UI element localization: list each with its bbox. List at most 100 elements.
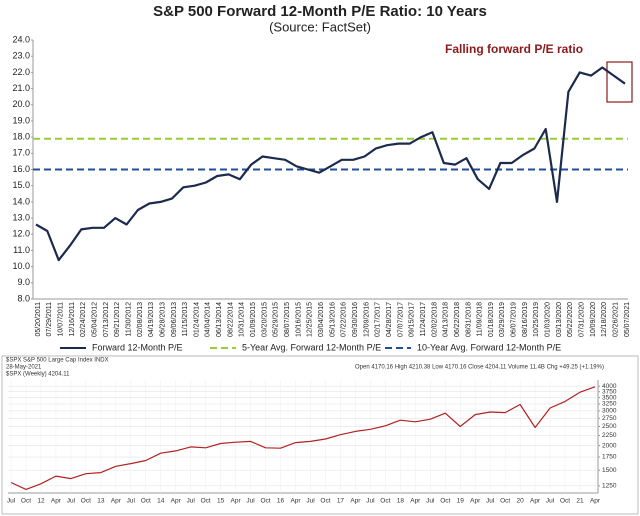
x-tick-label: 01/24/2014 [193,302,200,337]
data-line [10,386,596,490]
x-tick-label: Oct [440,498,450,505]
x-tick-label: Apr [410,498,421,505]
chart-title: S&P 500 Forward 12-Month P/E Ratio: 10 Y… [153,3,487,20]
y-tick-label: 9.0 [17,277,30,287]
x-tick-label: 13 [97,498,105,505]
x-tick-label: Apr [470,498,481,505]
x-tick-label: 05/29/2015 [273,302,280,337]
y-tick-label: 22.0 [12,67,30,77]
x-tick-label: 05/22/2020 [567,302,574,337]
x-tick-label: 10/09/2020 [590,302,597,337]
y-tick-label: 24.0 [12,34,30,44]
x-tick-label: Jul [426,498,435,505]
legend-label: 10-Year Avg. Forward 12-Month P/E [417,342,561,352]
annotation-box [606,61,633,103]
x-tick-label: 08/07/2015 [284,302,291,337]
x-tick-label: 11/15/2013 [182,302,189,337]
stock-series-label: $SPX (Weekly) 4204.11 [6,372,70,378]
x-tick-label: 12/16/2011 [69,302,76,337]
x-tick-label: 02/08/2013 [137,302,144,337]
legend-label: Forward 12-Month P/E [92,342,183,352]
x-tick-label: 14 [157,498,165,505]
x-tick-label: 07/31/2020 [579,302,586,337]
x-tick-label: 05/07/2021 [624,302,631,337]
x-tick-label: Oct [81,498,91,505]
x-tick-label: 06/13/2014 [216,302,223,337]
x-tick-label: 07/07/2017 [397,302,404,337]
x-tick-label: Jul [366,498,375,505]
x-tick-label: 04/19/2013 [148,302,155,337]
x-tick-label: 10/25/2019 [533,302,540,337]
x-tick-label: Jul [546,498,555,505]
x-tick-label: 07/29/2011 [46,302,53,337]
x-tick-label: 10/16/2015 [295,302,302,337]
x-tick-label: 02/02/2018 [431,302,438,337]
y-tick-label: 3500 [602,394,617,401]
y-tick-label: 1250 [602,483,617,490]
y-tick-label: 16.0 [12,164,30,174]
stock-date: 28-May-2021 [6,365,42,371]
y-tick-label: 3000 [602,408,617,415]
x-tick-label: Apr [350,498,361,505]
x-tick-label: Jul [486,498,495,505]
x-tick-label: Oct [560,498,570,505]
y-tick-label: 2500 [602,423,617,430]
y-tick-label: 2250 [602,432,617,439]
x-tick-label: Apr [290,498,301,505]
x-tick-label: 08/16/2019 [522,302,529,337]
x-tick-label: Jul [306,498,315,505]
stock-quote: Open 4170.16 High 4210.38 Low 4170.16 Cl… [355,365,604,371]
x-tick-label: 18 [397,498,405,505]
y-tick-label: 11.0 [13,245,30,255]
y-tick-label: 20.0 [12,99,30,109]
x-tick-label: 07/22/2016 [341,302,348,337]
x-tick-label: Jul [127,498,136,505]
y-tick-label: 1750 [602,454,617,461]
x-tick-label: 08/31/2018 [465,302,472,337]
x-tick-label: 09/06/2013 [171,302,178,337]
x-tick-label: Jul [7,498,16,505]
x-tick-label: Oct [320,498,330,505]
x-tick-label: 06/07/2019 [511,302,518,337]
x-tick-label: 04/04/2014 [205,302,212,337]
x-tick-label: 10/31/2014 [239,302,246,337]
x-tick-label: Oct [141,498,151,505]
stock-frame [1,355,639,515]
y-tick-label: 13.0 [12,212,30,222]
x-tick-label: 03/29/2019 [499,302,506,337]
x-tick-label: 09/21/2012 [114,302,121,337]
data-line [35,66,626,262]
legend-label: 5-Year Avg. Forward 12-Month P/E [242,342,381,352]
x-tick-label: 12/09/2016 [363,302,370,337]
x-tick-label: 08/22/2014 [227,302,234,337]
x-tick-label: Oct [261,498,271,505]
y-tick-label: 18.0 [12,132,30,142]
x-tick-label: 11/30/2012 [125,302,132,337]
x-tick-label: 03/04/2016 [318,302,325,337]
x-tick-label: 06/22/2018 [454,302,461,337]
x-tick-label: Apr [111,498,122,505]
x-tick-label: Apr [231,498,242,505]
x-tick-label: 06/28/2013 [159,302,166,337]
chart-subtitle: (Source: FactSet) [269,19,371,34]
x-tick-label: 15 [217,498,225,505]
x-tick-label: 10/07/2011 [57,302,64,337]
x-tick-label: 04/13/2018 [443,302,450,337]
x-tick-label: Jul [67,498,76,505]
x-tick-label: 01/09/2015 [250,302,257,337]
y-tick-label: 15.0 [12,180,30,190]
y-tick-label: 23.0 [12,51,30,61]
x-tick-label: Apr [51,498,62,505]
x-tick-label: 05/13/2016 [329,302,336,337]
x-tick-label: 02/26/2021 [613,302,620,337]
x-tick-label: 07/13/2012 [103,302,110,337]
x-tick-label: 01/18/2019 [488,302,495,337]
x-tick-label: 11/24/2017 [420,302,427,337]
x-tick-label: 01/03/2020 [545,302,552,337]
x-tick-label: Jul [246,498,255,505]
stock-title: $SPX S&P 500 Large Cap Index INDX [6,358,109,364]
x-tick-label: 17 [337,498,345,505]
y-tick-label: 21.0 [12,83,30,93]
x-tick-label: Oct [380,498,390,505]
x-tick-label: 02/17/2017 [375,302,382,337]
